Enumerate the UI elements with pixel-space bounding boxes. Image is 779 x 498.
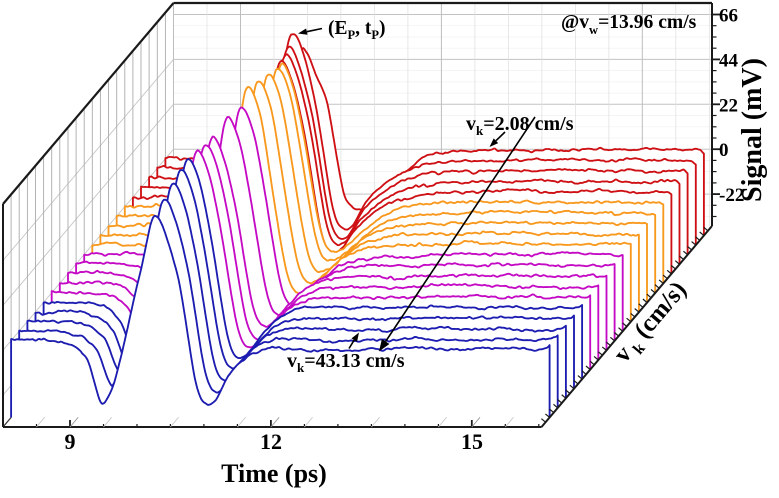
svg-text:0: 0: [719, 140, 729, 161]
svg-text:12: 12: [260, 429, 282, 454]
svg-text:vk=43.13 cm/s: vk=43.13 cm/s: [287, 350, 405, 375]
svg-text:@vw=13.96 cm/s: @vw=13.96 cm/s: [561, 12, 697, 37]
svg-text:-22: -22: [719, 185, 744, 206]
svg-text:22: 22: [719, 95, 738, 116]
svg-text:9: 9: [65, 429, 76, 454]
svg-text:Time (ps): Time (ps): [221, 459, 327, 488]
svg-text:66: 66: [719, 6, 738, 27]
svg-text:vk=2.08 cm/s: vk=2.08 cm/s: [466, 113, 574, 138]
svg-text:44: 44: [719, 50, 739, 71]
svg-text:Signal (mV): Signal (mV): [737, 58, 768, 202]
svg-text:15: 15: [461, 429, 483, 454]
